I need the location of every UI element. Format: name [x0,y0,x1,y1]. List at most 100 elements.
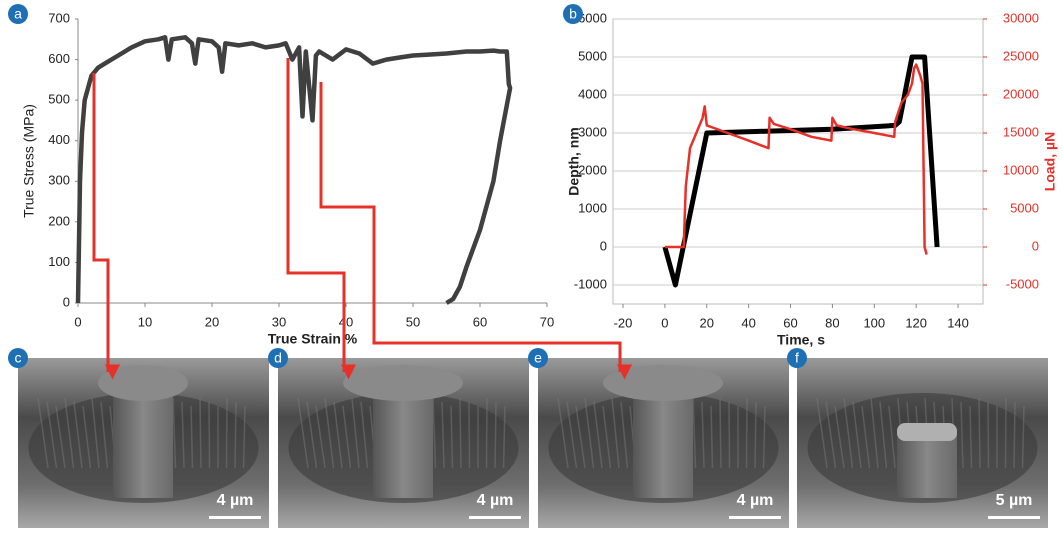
ridge [450,405,454,469]
ridge [225,397,228,469]
y-tick-label: 0 [600,238,607,253]
y-tick-label: 1000 [578,200,607,215]
x-tick-label: 60 [473,314,487,329]
x-tick-label: 50 [406,314,420,329]
ridge [584,397,595,469]
ridge [360,401,369,469]
x-axis-label: True Strain % [268,331,358,347]
pillar-top [343,365,463,401]
ridge [432,397,437,469]
data-line [75,35,513,305]
ridge [441,401,445,469]
pillar [113,383,173,498]
panel-label: d [274,350,282,366]
ridge [745,397,748,469]
ridge [888,405,896,469]
ridge [468,401,471,469]
ridge [960,401,964,469]
pillar [633,383,693,498]
ridge [861,405,871,469]
pillar [373,383,433,498]
ridge [816,397,828,469]
y2-tick-label: 10000 [1003,162,1039,177]
scale-bar-label: 5 µm [996,492,1033,509]
x-tick-label: 30 [272,314,286,329]
y-tick-label: 6000 [578,10,607,25]
x-tick-label: 20 [700,315,714,330]
ridge [969,405,973,469]
sem-image: 4 µm [278,358,529,528]
data-line [662,54,940,288]
panel-label: b [569,6,577,22]
ridge [234,401,237,469]
y2-axis-label: Load, µN [1042,132,1058,191]
sem-image: 4 µm [18,358,269,528]
ridge [351,397,360,469]
x-tick-label: 0 [74,314,81,329]
ridge [324,397,335,469]
y-tick-label: 200 [48,213,70,228]
ridge [602,405,612,469]
ridge [82,405,92,469]
ridge [242,405,246,469]
y-tick-label: 2000 [578,162,607,177]
ridge [208,401,211,469]
y2-tick-label: 5000 [1010,200,1039,215]
ridge [494,401,497,469]
ridge [485,397,488,469]
x-tick-label: 10 [138,314,152,329]
ridge [843,397,854,469]
y-tick-label: 0 [63,294,70,309]
scale-bar [729,516,781,519]
ridge [754,401,757,469]
y2-tick-label: -5000 [1006,276,1039,291]
ridge [315,405,326,469]
scale-bar-label: 4 µm [737,492,774,509]
x-tick-label: -20 [614,315,633,330]
scale-bar-label: 4 µm [217,492,254,509]
scale-bar [469,516,521,519]
y2-tick-label: 30000 [1003,10,1039,25]
pillar-top [897,423,957,441]
pillar-top [603,365,723,401]
panel-label: c [15,350,22,366]
x-tick-label: 20 [205,314,219,329]
ridge [575,405,586,469]
y-tick-label: 100 [48,254,70,269]
x-tick-label: 40 [741,315,755,330]
panel-badge [528,348,548,368]
pillar [897,433,957,498]
ridge [719,397,722,469]
ridge [692,397,697,469]
ridge [100,401,109,469]
panel-badge [268,348,288,368]
ridge [190,405,194,469]
connector-arrow [286,58,356,380]
ridge [342,405,352,469]
ridge [611,397,620,469]
y-tick-label: -1000 [574,276,607,291]
y2-tick-label: 20000 [1003,86,1039,101]
ridge [55,405,66,469]
ridge [46,401,58,469]
ridge [879,401,888,469]
y-tick-label: 500 [48,92,70,107]
y2-tick-label: 0 [1032,238,1039,253]
panel-badge [8,4,28,24]
data-line [664,63,928,255]
y-tick-label: 3000 [578,124,607,139]
x-tick-label: 70 [540,314,554,329]
x-tick-label: 40 [339,314,353,329]
connector-arrow [319,82,632,380]
ridge [297,397,309,469]
x-tick-label: 120 [905,315,927,330]
ridge [64,397,75,469]
sem-image: 4 µm [538,358,789,528]
ridge [870,397,879,469]
scale-bar [209,516,261,519]
ridge [852,401,862,469]
ridge [728,401,731,469]
ridge [73,401,83,469]
ridge [825,401,837,469]
ridge [199,397,202,469]
